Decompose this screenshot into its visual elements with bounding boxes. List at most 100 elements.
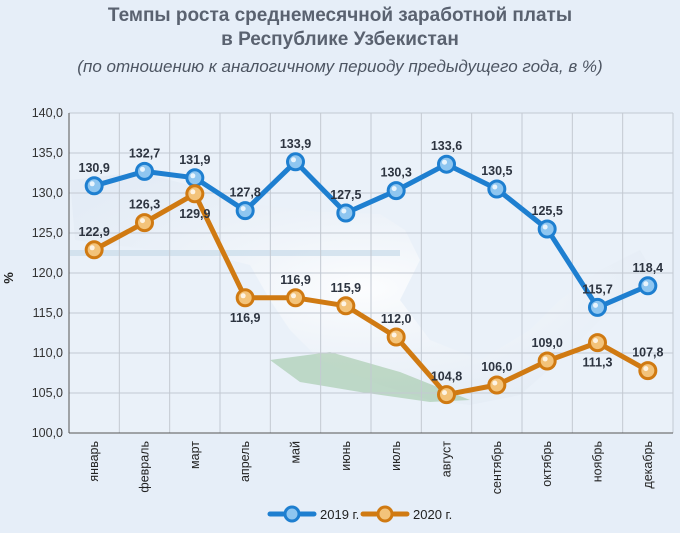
data-point-highlight bbox=[542, 356, 548, 362]
data-point-highlight bbox=[190, 173, 196, 179]
x-tick-label: октябрь bbox=[540, 441, 554, 487]
data-point bbox=[286, 152, 305, 172]
data-point-highlight bbox=[492, 380, 498, 386]
y-tick-label: 135,0 bbox=[32, 146, 63, 160]
data-point-highlight bbox=[291, 157, 296, 163]
data-label: 107,8 bbox=[632, 346, 663, 360]
data-point-highlight bbox=[341, 208, 347, 214]
x-tick-label: февраль bbox=[138, 441, 152, 493]
data-point bbox=[135, 213, 154, 233]
data-point bbox=[588, 333, 607, 353]
data-label: 129,9 bbox=[179, 207, 210, 221]
data-label: 112,0 bbox=[381, 312, 412, 326]
data-label: 115,7 bbox=[582, 282, 613, 296]
background-map-silhouette bbox=[70, 172, 655, 405]
data-label: 122,9 bbox=[79, 225, 110, 239]
data-label: 116,9 bbox=[230, 311, 261, 325]
data-point bbox=[437, 385, 456, 405]
data-label: 126,3 bbox=[129, 198, 160, 212]
x-tick-label: март bbox=[188, 441, 202, 469]
y-tick-label: 115,0 bbox=[33, 306, 63, 320]
flag-stripe-decoration bbox=[70, 250, 400, 256]
data-point-highlight bbox=[391, 332, 397, 338]
x-tick-label: июль bbox=[389, 441, 403, 471]
x-tick-label: май bbox=[289, 441, 303, 464]
y-axis-label: % bbox=[1, 272, 16, 284]
x-tick-label: сентябрь bbox=[490, 441, 504, 494]
x-tick-label: июнь bbox=[339, 441, 353, 471]
data-point-highlight bbox=[341, 301, 347, 307]
legend-label: 2019 г. bbox=[320, 507, 359, 522]
flag-green-decoration bbox=[270, 352, 470, 402]
data-point bbox=[638, 276, 658, 296]
data-point-highlight bbox=[140, 166, 145, 172]
data-label: 118,4 bbox=[633, 261, 664, 275]
data-label: 106,0 bbox=[481, 360, 512, 374]
data-label: 115,9 bbox=[331, 281, 362, 295]
data-label: 132,7 bbox=[129, 146, 160, 160]
data-label: 116,9 bbox=[280, 273, 311, 287]
y-tick-label: 140,0 bbox=[32, 106, 63, 120]
data-point bbox=[386, 327, 406, 347]
data-point bbox=[386, 181, 406, 201]
data-label: 131,9 bbox=[179, 153, 210, 167]
data-point-highlight bbox=[542, 224, 548, 230]
data-point-highlight bbox=[291, 293, 296, 299]
data-label: 133,6 bbox=[431, 139, 462, 153]
x-tick-label: декабрь bbox=[641, 441, 655, 489]
data-point bbox=[84, 240, 104, 260]
data-point bbox=[286, 288, 305, 308]
data-point-highlight bbox=[442, 390, 447, 396]
y-tick-label: 100,0 bbox=[32, 426, 63, 440]
data-point bbox=[487, 179, 507, 199]
data-point-highlight bbox=[190, 189, 196, 195]
data-label: 111,3 bbox=[583, 356, 613, 370]
data-point-highlight bbox=[240, 206, 246, 212]
x-tick-label: август bbox=[440, 441, 454, 478]
chart-title-line-2: в Республике Узбекистан bbox=[221, 29, 459, 50]
data-point bbox=[537, 219, 557, 239]
y-tick-label: 120,0 bbox=[32, 266, 63, 280]
data-point bbox=[588, 297, 607, 317]
data-point-highlight bbox=[89, 245, 95, 251]
y-tick-label: 130,0 bbox=[32, 186, 63, 200]
data-point-highlight bbox=[240, 293, 246, 299]
data-label: 130,9 bbox=[79, 161, 110, 175]
legend-label: 2020 г. bbox=[413, 507, 452, 522]
data-point bbox=[336, 203, 356, 223]
data-point bbox=[185, 184, 205, 204]
x-tick-label: апрель bbox=[238, 441, 252, 482]
data-point-highlight bbox=[492, 184, 498, 190]
data-point-highlight bbox=[643, 366, 649, 372]
data-label: 127,5 bbox=[330, 188, 361, 202]
data-label: 133,9 bbox=[280, 137, 311, 151]
chart-title-line-1: Темпы роста среднемесячной заработной пл… bbox=[107, 5, 573, 26]
legend-swatch-marker bbox=[376, 505, 394, 523]
data-label: 130,5 bbox=[481, 164, 512, 178]
data-point bbox=[185, 168, 205, 188]
data-label: 127,8 bbox=[230, 186, 261, 200]
data-point bbox=[135, 161, 154, 181]
data-label: 104,8 bbox=[431, 370, 462, 384]
chart-subtitle: (по отношению к аналогичному периоду пре… bbox=[77, 57, 603, 76]
data-point-highlight bbox=[391, 186, 397, 192]
y-tick-label: 125,0 bbox=[32, 226, 63, 240]
data-label: 125,5 bbox=[532, 204, 563, 218]
data-label: 130,3 bbox=[381, 166, 412, 180]
data-point-highlight bbox=[140, 218, 145, 224]
data-point-highlight bbox=[442, 159, 447, 165]
y-tick-label: 110,0 bbox=[33, 346, 63, 360]
data-point bbox=[437, 154, 456, 174]
data-point-highlight bbox=[593, 302, 598, 308]
data-point bbox=[336, 296, 356, 316]
data-point bbox=[235, 201, 255, 221]
data-point-highlight bbox=[593, 338, 598, 344]
legend-swatch-marker bbox=[283, 505, 301, 523]
y-tick-label: 105,0 bbox=[32, 386, 63, 400]
data-point bbox=[84, 176, 104, 196]
chart-title-block: Темпы роста среднемесячной заработной пл… bbox=[0, 4, 680, 80]
data-point-highlight bbox=[89, 181, 95, 187]
data-point bbox=[537, 351, 557, 371]
